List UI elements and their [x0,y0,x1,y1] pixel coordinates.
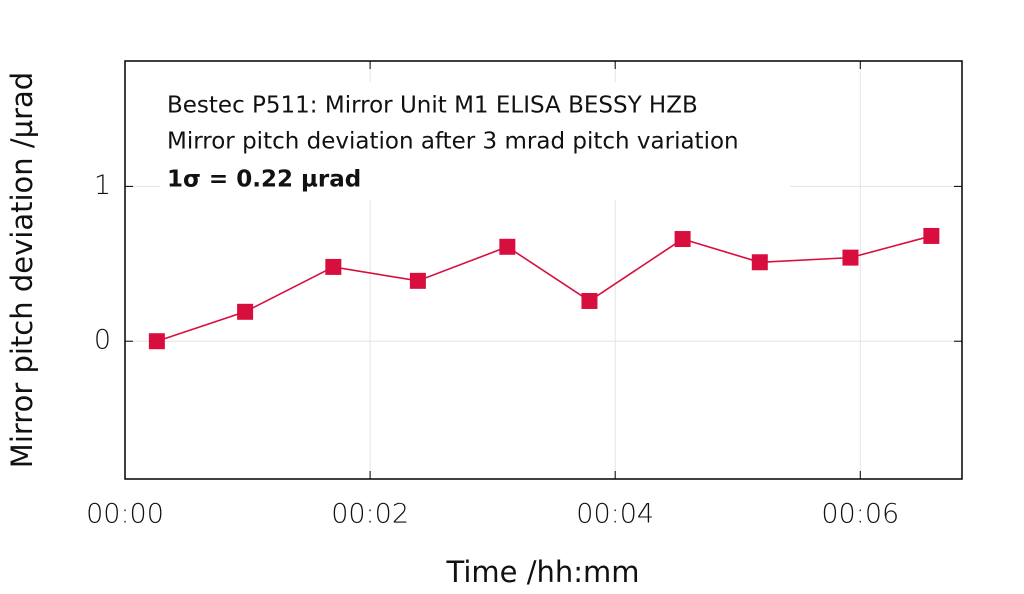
annotation: Mirror pitch deviation after 3 mrad pitc… [167,129,739,155]
x-axis-label: Time /hh:mm [446,555,640,589]
y-tick-label: 0 [94,325,111,356]
marker [148,333,165,350]
x-tick-label: 00:04 [576,499,654,530]
marker [842,249,859,266]
x-tick-label: 00:02 [331,499,409,530]
series-line [156,235,932,342]
marker [237,303,254,320]
annotation-box [160,82,790,200]
marker [325,258,342,275]
marker [581,292,598,309]
marker [923,227,940,244]
marker [409,272,426,289]
x-tick-label: 00:00 [86,499,164,530]
marker [674,231,691,248]
y-tick-label: 1 [94,170,111,201]
annotation: Bestec P511: Mirror Unit M1 ELISA BESSY … [167,93,698,119]
y-axis-label: Mirror pitch deviation /µrad [5,72,39,468]
annotation: 1σ = 0.22 µrad [167,167,361,193]
marker [499,238,516,255]
plot-frame [124,60,963,480]
x-tick-label: 00:06 [821,499,899,530]
marker [751,254,768,271]
